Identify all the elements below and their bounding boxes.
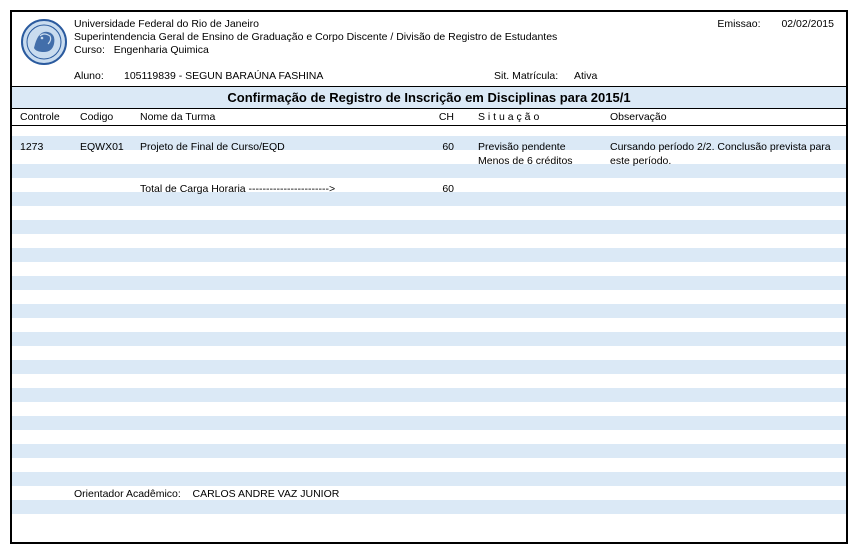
col-observacao: Observação [610, 111, 838, 123]
cell-controle: 1273 [20, 140, 80, 154]
col-nome: Nome da Turma [140, 111, 420, 123]
document-title: Confirmação de Registro de Inscrição em … [12, 86, 846, 109]
total-row: Total de Carga Horaria -----------------… [12, 182, 846, 196]
cell-situacao-extra: Menos de 6 créditos [460, 154, 610, 168]
header: Universidade Federal do Rio de Janeiro S… [12, 12, 846, 86]
footer: Orientador Acadêmico: CARLOS ANDRE VAZ J… [74, 488, 339, 500]
col-ch: CH [420, 111, 460, 123]
cell-nome: Projeto de Final de Curso/EQD [140, 140, 420, 154]
cell-codigo: EQWX01 [80, 140, 140, 154]
total-label: Total de Carga Horaria -----------------… [140, 182, 420, 196]
col-situacao: S i t u a ç ã o [460, 111, 610, 123]
sit-matricula-value: Ativa [574, 70, 597, 82]
cell-situacao: Previsão pendente [460, 140, 610, 154]
document-page: Universidade Federal do Rio de Janeiro S… [10, 10, 848, 544]
col-codigo: Codigo [80, 111, 140, 123]
curso-value: Engenharia Quimica [114, 44, 209, 56]
col-controle: Controle [20, 111, 80, 123]
orientador-value: CARLOS ANDRE VAZ JUNIOR [192, 488, 339, 500]
cell-observacao: Cursando período 2/2. Conclusão prevista… [610, 140, 838, 154]
aluno-value: 105119839 - SEGUN BARAÚNA FASHINA [124, 70, 494, 82]
table-body: 1273 EQWX01 Projeto de Final de Curso/EQ… [12, 126, 846, 196]
column-headers: Controle Codigo Nome da Turma CH S i t u… [12, 109, 846, 126]
total-ch: 60 [420, 182, 460, 196]
emissao-date: 02/02/2015 [781, 18, 834, 30]
emissao-label: Emissao: [717, 18, 760, 30]
table-row-extra: Menos de 6 créditos [12, 154, 846, 168]
university-name: Universidade Federal do Rio de Janeiro [74, 18, 717, 31]
curso-label: Curso: [74, 44, 105, 56]
table-row: 1273 EQWX01 Projeto de Final de Curso/EQ… [12, 140, 846, 154]
university-logo [20, 18, 68, 66]
department-subtitle: Superintendencia Geral de Ensino de Grad… [74, 31, 717, 44]
aluno-label: Aluno: [74, 70, 124, 82]
orientador-label: Orientador Acadêmico: [74, 488, 181, 500]
sit-matricula-label: Sit. Matrícula: [494, 70, 574, 82]
cell-ch: 60 [420, 140, 460, 154]
